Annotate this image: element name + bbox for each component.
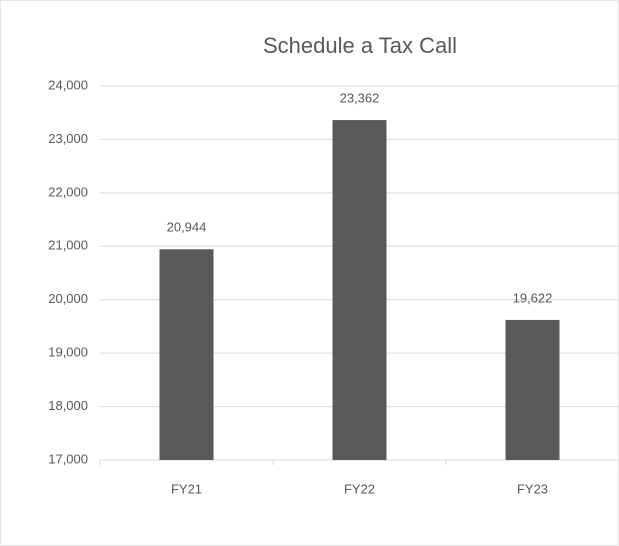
bar [159, 249, 214, 460]
data-label: 20,944 [167, 220, 207, 235]
chart-title: Schedule a Tax Call [263, 33, 457, 58]
y-tick-label: 19,000 [48, 345, 88, 360]
y-tick-label: 23,000 [48, 131, 88, 146]
x-tick-label: FY22 [344, 481, 375, 496]
data-label: 23,362 [340, 91, 380, 106]
y-tick-label: 17,000 [48, 451, 88, 466]
y-tick-label: 21,000 [48, 238, 88, 253]
y-tick-label: 18,000 [48, 398, 88, 413]
x-tick-label: FY21 [171, 481, 202, 496]
data-label: 19,622 [513, 290, 553, 305]
bar [505, 319, 560, 460]
x-tick-label: FY23 [517, 481, 548, 496]
y-tick-label: 20,000 [48, 291, 88, 306]
y-tick-label: 24,000 [48, 77, 88, 92]
bar [332, 120, 387, 460]
y-tick-label: 22,000 [48, 184, 88, 199]
